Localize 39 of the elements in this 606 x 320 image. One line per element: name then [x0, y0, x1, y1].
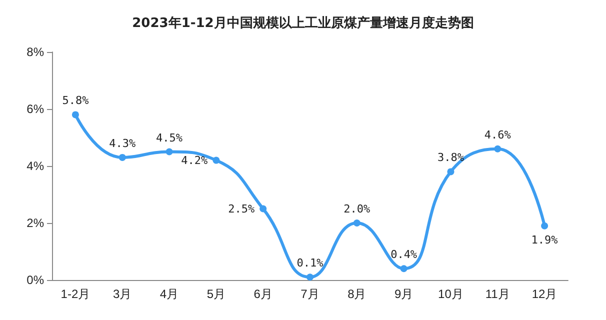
x-tick-label: 6月 — [254, 287, 272, 301]
data-label: 4.5% — [156, 131, 183, 144]
data-label: 2.0% — [344, 202, 371, 216]
point — [447, 168, 454, 176]
point — [306, 274, 314, 281]
x-tick-label: 8月 — [348, 287, 366, 301]
point — [260, 205, 267, 212]
point — [400, 265, 408, 272]
x-tick-label: 5月 — [206, 287, 226, 301]
x-tick-label: 11月 — [485, 287, 510, 301]
y-tick-label: 2% — [26, 216, 44, 230]
point — [212, 156, 220, 164]
chart-title: 2023年1-12月中国规模以上工业原煤产量增速月度走势图 — [132, 15, 474, 31]
x-tick-label: 4月 — [160, 287, 179, 301]
data-label: 1.9% — [531, 233, 558, 246]
data-label: 0.4% — [390, 248, 418, 262]
point — [166, 148, 173, 156]
x-tick-label: 10月 — [438, 287, 464, 301]
y-tick-label: 6% — [26, 102, 44, 116]
data-label: 4.2% — [181, 154, 208, 167]
y-tick-label: 8% — [26, 45, 44, 59]
data-label: 4.3% — [109, 136, 136, 150]
point — [118, 154, 126, 161]
x-tick-label: 9月 — [394, 287, 414, 301]
x-tick-label: 1-2月 — [60, 287, 90, 301]
data-label: 4.6% — [484, 128, 512, 142]
data-label: 3.8% — [437, 151, 464, 164]
y-tick-label: 0% — [26, 273, 44, 287]
data-label: 2.5% — [228, 202, 255, 216]
y-tick-label: 4% — [26, 159, 44, 173]
data-label: 5.8% — [62, 94, 90, 108]
point — [353, 220, 360, 226]
point — [72, 111, 79, 118]
x-tick-label: 7月 — [300, 287, 320, 301]
x-tick-label: 12月 — [532, 287, 558, 301]
data-label: 0.1% — [296, 256, 324, 270]
x-tick-label: 3月 — [113, 287, 132, 301]
point — [494, 145, 502, 152]
point — [541, 222, 548, 230]
